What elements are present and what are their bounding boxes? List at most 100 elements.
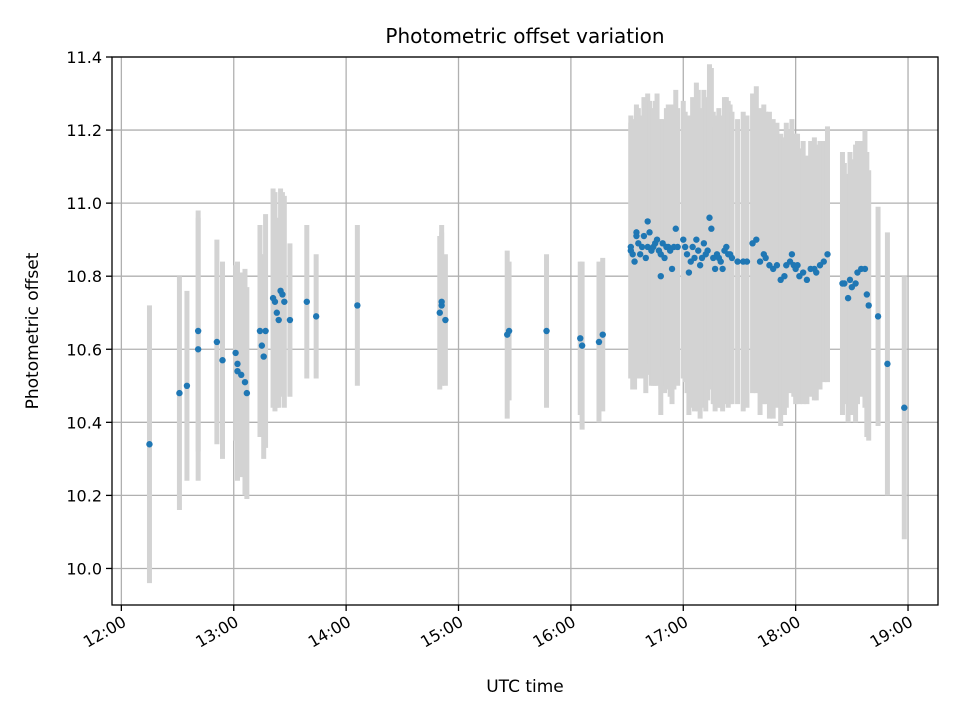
data-point (258, 342, 266, 349)
plot-frame (111, 56, 939, 606)
y-tick-label: 10.8 (66, 267, 102, 286)
data-point (241, 378, 249, 386)
data-point (176, 389, 183, 397)
data-point (719, 265, 726, 273)
data-point (243, 389, 251, 397)
data-point (661, 254, 668, 262)
data-point (794, 262, 801, 269)
data-point (578, 342, 586, 349)
data-point (577, 335, 584, 342)
data-point (734, 258, 741, 265)
data-point (695, 247, 702, 254)
y-tick-label: 11.4 (66, 48, 102, 67)
data-point (238, 371, 245, 379)
data-point (442, 316, 449, 324)
x-axis-title: UTC time (486, 677, 564, 697)
data-point (281, 298, 288, 305)
data-point (743, 258, 751, 265)
y-tick-label: 11.0 (66, 194, 102, 213)
data-point (657, 273, 664, 280)
chart-title: Photometric offset variation (385, 24, 664, 48)
data-point (213, 338, 221, 346)
data-point (354, 302, 361, 309)
y-axis: 10.0 10.2 10.4 10.6 10.8 11.0 11.2 11.4 (66, 48, 112, 578)
data-point (901, 404, 908, 411)
data-point (841, 280, 848, 287)
data-point (194, 327, 202, 335)
data-point (799, 269, 807, 276)
data-point (753, 236, 760, 243)
y-tick-label: 10.0 (66, 559, 102, 578)
data-point (631, 258, 638, 265)
data-point (756, 258, 764, 265)
data-point (219, 357, 226, 364)
data-point (696, 262, 704, 269)
data-point (271, 298, 279, 305)
data-point (820, 258, 827, 265)
y-tick-label: 10.6 (66, 340, 102, 359)
data-point (644, 218, 651, 225)
data-point (844, 294, 852, 302)
data-point (803, 276, 811, 284)
data-point (234, 360, 241, 368)
data-point (691, 254, 698, 262)
data-point (256, 327, 264, 335)
data-point (861, 265, 869, 273)
data-point (505, 327, 513, 335)
data-point (595, 338, 603, 346)
data-point (704, 247, 711, 254)
data-point (640, 232, 648, 240)
data-point (846, 276, 854, 284)
data-point (693, 236, 700, 243)
data-point (636, 251, 644, 258)
data-point (723, 243, 730, 251)
data-point (232, 349, 239, 357)
y-tick-label: 10.2 (66, 486, 102, 505)
data-point (262, 327, 269, 335)
data-point (762, 254, 769, 262)
grid (112, 56, 938, 605)
data-point (312, 313, 320, 320)
data-point (279, 291, 286, 298)
data-point (824, 251, 831, 258)
data-point (865, 302, 872, 309)
data-point (685, 269, 693, 276)
data-point (706, 214, 713, 221)
data-point (642, 254, 650, 262)
data-point (436, 309, 443, 316)
y-axis-title: Photometric offset (23, 252, 43, 409)
data-point (689, 243, 696, 251)
data-point (708, 225, 715, 232)
data-point (863, 291, 871, 298)
data-point (146, 441, 153, 448)
data-points (146, 214, 908, 448)
data-point (681, 243, 689, 251)
data-point (638, 243, 646, 251)
data-point (813, 269, 820, 276)
data-point (599, 331, 606, 338)
data-point (653, 236, 661, 243)
data-point (273, 309, 281, 316)
data-point (711, 265, 719, 273)
data-point (303, 298, 310, 305)
data-point (260, 353, 267, 360)
data-point (728, 254, 736, 262)
data-point (438, 298, 445, 305)
data-point (683, 251, 691, 258)
data-point (788, 251, 796, 258)
data-point (674, 243, 681, 251)
data-point (672, 225, 679, 232)
data-point (286, 316, 294, 324)
data-point (874, 313, 882, 320)
data-point (884, 360, 891, 368)
data-point (543, 327, 550, 335)
data-point (183, 382, 191, 389)
data-point (629, 251, 636, 258)
data-point (781, 273, 788, 280)
data-point (275, 316, 282, 324)
data-point (646, 229, 653, 236)
y-tick-label: 11.2 (66, 121, 102, 140)
y-tick-label: 10.4 (66, 413, 102, 432)
data-point (680, 236, 687, 243)
